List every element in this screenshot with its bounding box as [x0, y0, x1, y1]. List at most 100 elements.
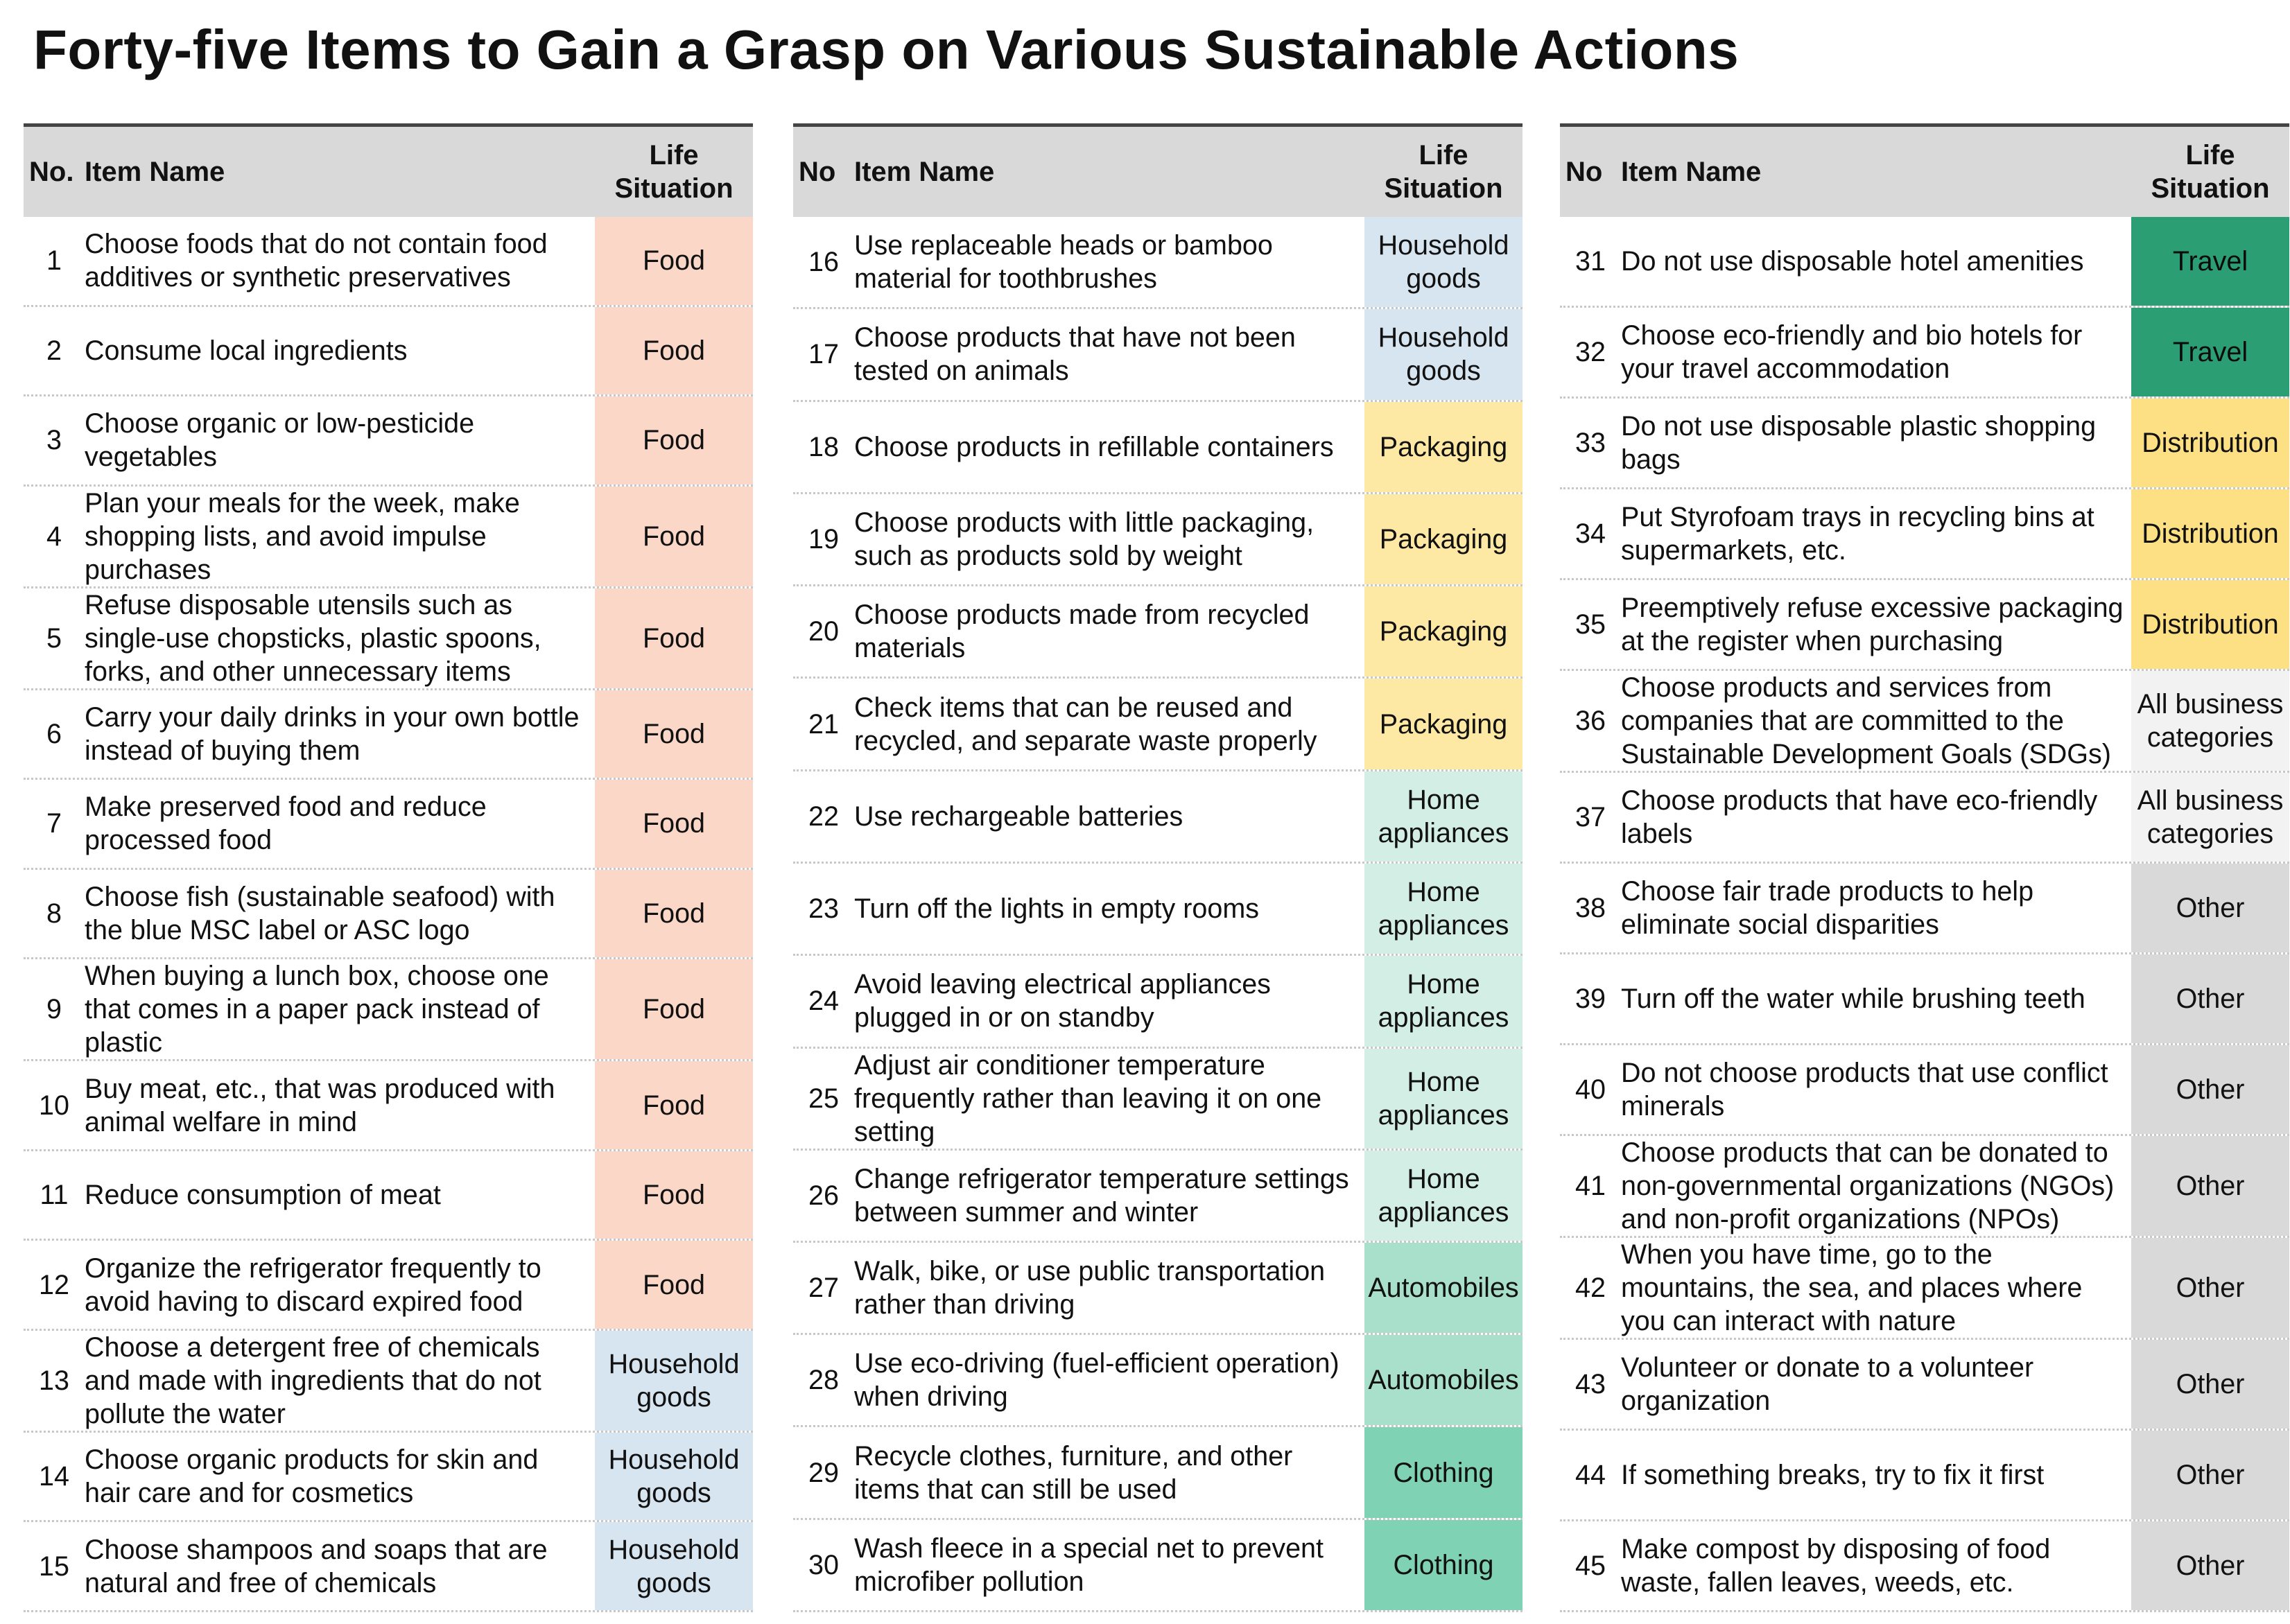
- item-number: 40: [1575, 1074, 1606, 1105]
- column-header-item-name: Item Name: [85, 156, 225, 187]
- table-row: 35 Preemptively refuse excessive packagin…: [1560, 580, 2289, 671]
- item-number: 39: [1575, 984, 1606, 1014]
- table-row: 9 When buying a lunch box, choose one tha…: [24, 959, 753, 1062]
- life-situation-cell: Other: [2131, 1238, 2289, 1338]
- life-situation-label: Home appliances: [1378, 877, 1509, 941]
- column-header-item-name: Item Name: [854, 156, 995, 187]
- item-number: 38: [1575, 893, 1606, 923]
- item-number: 9: [46, 994, 62, 1025]
- life-situation-cell: Automobiles: [1364, 1242, 1523, 1334]
- life-situation-cell: Food: [595, 396, 753, 484]
- life-situation-label: Packaging: [1379, 708, 1508, 740]
- item-name: Choose fair trade products to help elimi…: [1621, 876, 2034, 940]
- life-situation-cell: Distribution: [2131, 580, 2289, 669]
- table-row: 45 Make compost by disposing of food wast…: [1560, 1521, 2289, 1612]
- table-header: No Item Name Life Situation: [793, 123, 1523, 217]
- life-situation-label: Other: [2176, 984, 2245, 1014]
- item-number: 15: [39, 1551, 69, 1582]
- item-number: 1: [46, 245, 62, 277]
- life-situation-cell: Food: [595, 306, 753, 395]
- life-situation-cell: Distribution: [2131, 399, 2289, 487]
- life-situation-label: Food: [642, 622, 706, 654]
- life-situation-cell: Food: [595, 588, 753, 688]
- item-number: 20: [808, 616, 839, 647]
- item-name: Use rechargeable batteries: [854, 801, 1183, 832]
- item-number: 17: [808, 339, 839, 370]
- item-name: Choose products and services from compan…: [1621, 672, 2111, 769]
- life-situation-label: Packaging: [1379, 431, 1508, 462]
- item-name: Use replaceable heads or bamboo material…: [854, 230, 1273, 295]
- item-number: 3: [46, 425, 62, 456]
- item-number: 19: [808, 523, 839, 555]
- life-situation-label: Food: [642, 808, 706, 839]
- life-situation-cell: Home appliances: [1364, 1150, 1523, 1241]
- life-situation-label: Other: [2176, 1171, 2245, 1201]
- life-situation-label: Home appliances: [1378, 1163, 1509, 1228]
- life-situation-cell: Home appliances: [1364, 956, 1523, 1047]
- item-number: 12: [39, 1269, 69, 1300]
- table-row: 20 Choose products made from recycled mat…: [793, 586, 1523, 679]
- item-name: Choose products in refillable containers: [854, 431, 1334, 462]
- life-situation-cell: Clothing: [1364, 1427, 1523, 1518]
- item-name: Preemptively refuse excessive packaging …: [1621, 593, 2124, 656]
- item-number: 42: [1575, 1273, 1606, 1303]
- table-row: 12 Organize the refrigerator frequently t…: [24, 1241, 753, 1331]
- table-header: No. Item Name Life Situation: [24, 123, 753, 217]
- life-situation-label: Household goods: [1378, 230, 1509, 295]
- item-name: Avoid leaving electrical appliances plug…: [854, 969, 1271, 1033]
- table-row: 5 Refuse disposable utensils such as sing…: [24, 588, 753, 690]
- item-name: Walk, bike, or use public transportation…: [854, 1255, 1326, 1320]
- item-name: Wash fleece in a special net to prevent …: [854, 1533, 1324, 1597]
- item-name: Carry your daily drinks in your own bott…: [85, 701, 580, 766]
- life-situation-cell: Automobiles: [1364, 1335, 1523, 1426]
- life-situation-label: Food: [642, 425, 706, 456]
- life-situation-cell: Food: [595, 690, 753, 778]
- life-situation-cell: Clothing: [1364, 1519, 1523, 1610]
- item-name: Do not choose products that use conflict…: [1621, 1058, 2108, 1121]
- life-situation-label: Food: [642, 245, 706, 277]
- life-situation-label: Distribution: [2142, 428, 2279, 458]
- item-number: 7: [46, 808, 62, 839]
- item-name: Put Styrofoam trays in recycling bins at…: [1621, 502, 2094, 566]
- item-number: 8: [46, 898, 62, 929]
- table-row: 30 Wash fleece in a special net to preven…: [793, 1519, 1523, 1612]
- table-row: 28 Use eco-driving (fuel-efficient operat…: [793, 1335, 1523, 1428]
- table-row: 42 When you have time, go to the mountain…: [1560, 1238, 2289, 1340]
- table-row: 6 Carry your daily drinks in your own bot…: [24, 690, 753, 780]
- life-situation-label: Food: [642, 1180, 706, 1211]
- life-situation-cell: Packaging: [1364, 586, 1523, 677]
- column-header-no: No.: [29, 156, 74, 187]
- table-row: 16 Use replaceable heads or bamboo materi…: [793, 217, 1523, 310]
- life-situation-label: Other: [2176, 1273, 2245, 1303]
- life-situation-label: Other: [2176, 1551, 2245, 1581]
- life-situation-cell: Other: [2131, 1521, 2289, 1610]
- life-situation-cell: Other: [2131, 1136, 2289, 1236]
- table-row: 40 Do not choose products that use confli…: [1560, 1045, 2289, 1136]
- item-number: 33: [1575, 428, 1606, 458]
- column-header-no: No: [799, 156, 836, 187]
- life-situation-cell: Home appliances: [1364, 771, 1523, 862]
- table-row: 18 Choose products in refillable containe…: [793, 401, 1523, 494]
- item-name: Choose products made from recycled mater…: [854, 600, 1310, 664]
- life-situation-label: Packaging: [1379, 523, 1508, 555]
- column-header-life-situation: Life Situation: [614, 140, 734, 204]
- item-number: 5: [46, 622, 62, 654]
- item-number: 22: [808, 801, 839, 832]
- life-situation-label: Travel: [2172, 337, 2248, 367]
- table-row: 37 Choose products that have eco-friendly…: [1560, 773, 2289, 864]
- item-name: Organize the refrigerator frequently to …: [85, 1252, 541, 1317]
- item-number: 28: [808, 1365, 839, 1396]
- table-row: 21 Check items that can be reused and rec…: [793, 679, 1523, 771]
- life-situation-label: Clothing: [1393, 1549, 1494, 1580]
- item-name: Change refrigerator temperature settings…: [854, 1163, 1349, 1228]
- table-row: 39 Turn off the water while brushing teet…: [1560, 954, 2289, 1045]
- life-situation-label: Other: [2176, 1074, 2245, 1105]
- item-number: 26: [808, 1180, 839, 1211]
- life-situation-label: Distribution: [2142, 518, 2279, 549]
- item-number: 4: [46, 521, 62, 552]
- item-number: 24: [808, 986, 839, 1017]
- item-name: Choose organic products for skin and hai…: [85, 1444, 539, 1509]
- item-name: Choose products that can be donated to n…: [1621, 1137, 2115, 1234]
- life-situation-cell: Food: [595, 217, 753, 305]
- life-situation-label: Food: [642, 521, 706, 552]
